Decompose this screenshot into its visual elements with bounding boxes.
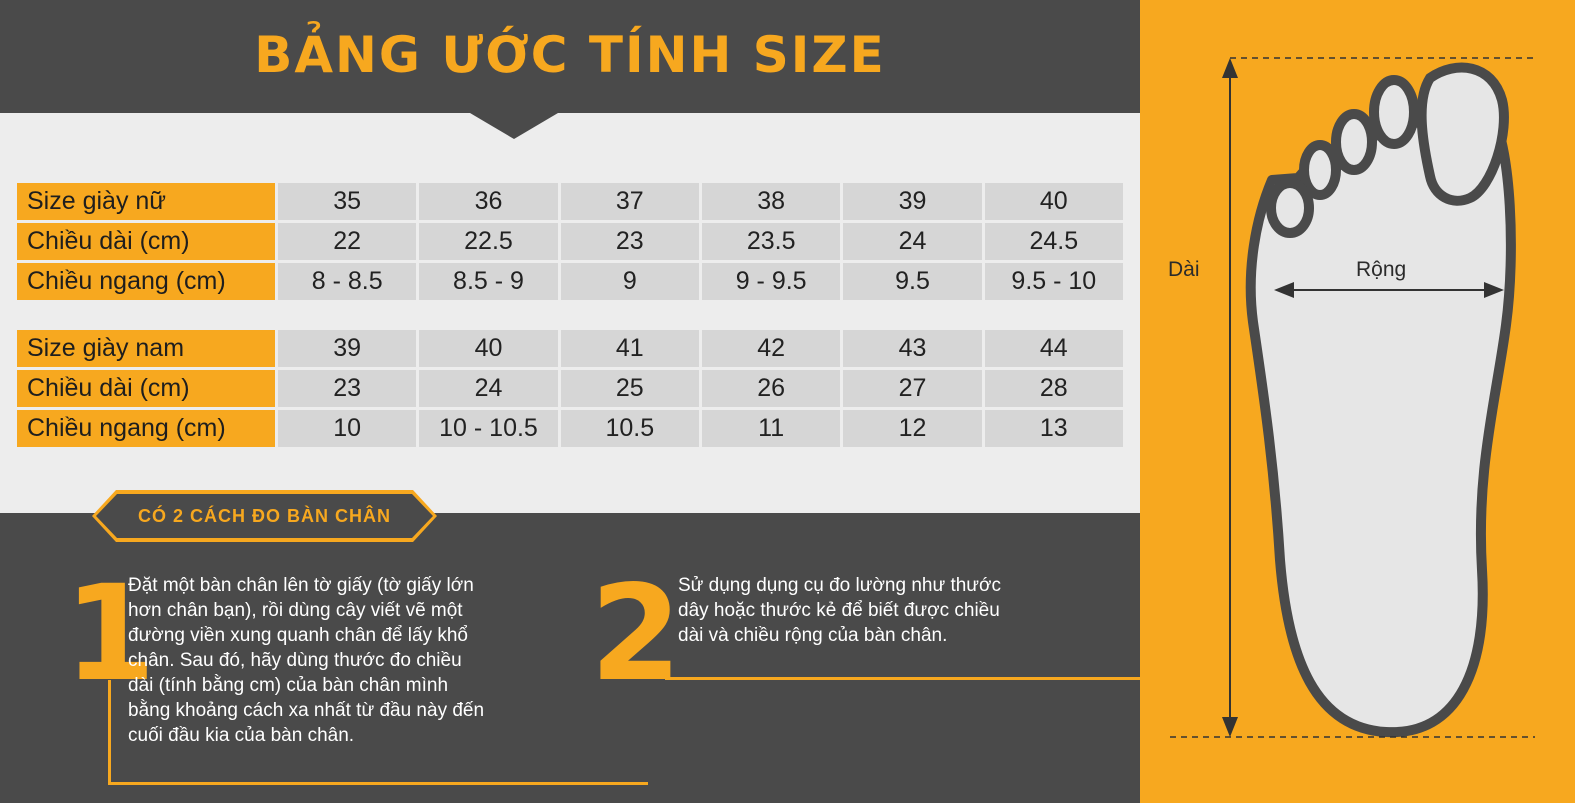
table-cell: 22 bbox=[278, 223, 417, 260]
table-cell: 8.5 - 9 bbox=[419, 263, 558, 300]
method-2-text: Sử dụng dụng cụ đo lường như thước dây h… bbox=[678, 575, 1001, 646]
foot-diagram-panel bbox=[1140, 0, 1575, 803]
toe-2 bbox=[1369, 75, 1419, 149]
table-cell: 11 bbox=[701, 410, 841, 447]
foot-outline bbox=[1245, 62, 1516, 738]
women-size-table: Size giày nữ 35 36 37 38 39 40 Chiều dài… bbox=[14, 180, 1126, 303]
header-notch bbox=[470, 113, 558, 139]
table-cell: 23 bbox=[278, 370, 417, 407]
length-label: Dài bbox=[1168, 258, 1200, 281]
table-cell: 36 bbox=[419, 183, 558, 220]
table-cell: 24.5 bbox=[984, 223, 1123, 260]
methods-badge-inner bbox=[96, 494, 433, 538]
method-1-text: Đặt một bàn chân lên tờ giấy (tờ giấy lớ… bbox=[128, 575, 485, 746]
table-cell: 42 bbox=[701, 330, 841, 367]
toe-4 bbox=[1299, 140, 1341, 200]
table-row: Chiều ngang (cm) 10 10 - 10.5 10.5 11 12… bbox=[17, 410, 1123, 447]
toe-3 bbox=[1331, 109, 1377, 175]
methods-badge bbox=[92, 490, 437, 542]
table-cell: 9 bbox=[560, 263, 699, 300]
header-band bbox=[0, 0, 1140, 113]
row-header: Chiều ngang (cm) bbox=[17, 263, 275, 300]
table-cell: 26 bbox=[701, 370, 841, 407]
table-cell: 10 - 10.5 bbox=[419, 410, 558, 447]
table-cell: 23.5 bbox=[701, 223, 841, 260]
table-cell: 27 bbox=[843, 370, 982, 407]
table-cell: 40 bbox=[984, 183, 1123, 220]
table-cell: 23 bbox=[560, 223, 699, 260]
foot-diagram bbox=[1170, 57, 1535, 738]
table-row: Chiều dài (cm) 23 24 25 26 27 28 bbox=[17, 370, 1123, 407]
table-cell: 10.5 bbox=[560, 410, 699, 447]
table-row: Chiều ngang (cm) 8 - 8.5 8.5 - 9 9 9 - 9… bbox=[17, 263, 1123, 300]
table-row: Size giày nam 39 40 41 42 43 44 bbox=[17, 330, 1123, 367]
table-cell: 44 bbox=[984, 330, 1123, 367]
table-cell: 38 bbox=[701, 183, 841, 220]
table-cell: 24 bbox=[419, 370, 558, 407]
method-1-bracket-horizontal bbox=[108, 782, 648, 785]
length-arrow-head-top bbox=[1222, 58, 1238, 78]
method-number-1: 1 bbox=[64, 557, 156, 711]
row-header: Chiều dài (cm) bbox=[17, 223, 275, 260]
table-row: Size giày nữ 35 36 37 38 39 40 bbox=[17, 183, 1123, 220]
length-arrow-head-bottom bbox=[1222, 717, 1238, 737]
methods-badge-label: CÓ 2 CÁCH ĐO BÀN CHÂN bbox=[137, 506, 391, 526]
table-cell: 24 bbox=[843, 223, 982, 260]
table-cell: 39 bbox=[278, 330, 417, 367]
table-cell: 35 bbox=[278, 183, 417, 220]
big-toe bbox=[1416, 62, 1509, 206]
table-cell: 41 bbox=[560, 330, 699, 367]
table-cell: 9 - 9.5 bbox=[701, 263, 841, 300]
table-cell: 8 - 8.5 bbox=[278, 263, 417, 300]
table-cell: 13 bbox=[984, 410, 1123, 447]
men-size-table: Size giày nam 39 40 41 42 43 44 Chiều dà… bbox=[14, 327, 1126, 450]
width-arrow-head-left bbox=[1274, 282, 1294, 298]
table-cell: 12 bbox=[843, 410, 982, 447]
table-cell: 40 bbox=[419, 330, 558, 367]
table-cell: 37 bbox=[560, 183, 699, 220]
width-arrow-head-right bbox=[1484, 282, 1504, 298]
methods-section bbox=[0, 513, 1140, 803]
table-cell: 9.5 - 10 bbox=[984, 263, 1123, 300]
table-cell: 9.5 bbox=[843, 263, 982, 300]
table-cell: 22.5 bbox=[419, 223, 558, 260]
method-2-underline bbox=[665, 677, 1140, 680]
table-cell: 39 bbox=[843, 183, 982, 220]
width-label: Rộng bbox=[1356, 258, 1407, 281]
page-title: BẢNG ƯỚC TÍNH SIZE bbox=[254, 26, 886, 84]
row-header: Size giày nữ bbox=[17, 183, 275, 220]
row-header: Size giày nam bbox=[17, 330, 275, 367]
table-row: Chiều dài (cm) 22 22.5 23 23.5 24 24.5 bbox=[17, 223, 1123, 260]
table-cell: 25 bbox=[560, 370, 699, 407]
row-header: Chiều dài (cm) bbox=[17, 370, 275, 407]
table-cell: 10 bbox=[278, 410, 417, 447]
table-cell: 43 bbox=[843, 330, 982, 367]
method-1-bracket-vertical bbox=[108, 680, 111, 785]
method-number-2: 2 bbox=[590, 557, 682, 711]
table-section bbox=[0, 113, 1140, 513]
toe-5 bbox=[1266, 178, 1314, 238]
table-cell: 28 bbox=[984, 370, 1123, 407]
row-header: Chiều ngang (cm) bbox=[17, 410, 275, 447]
